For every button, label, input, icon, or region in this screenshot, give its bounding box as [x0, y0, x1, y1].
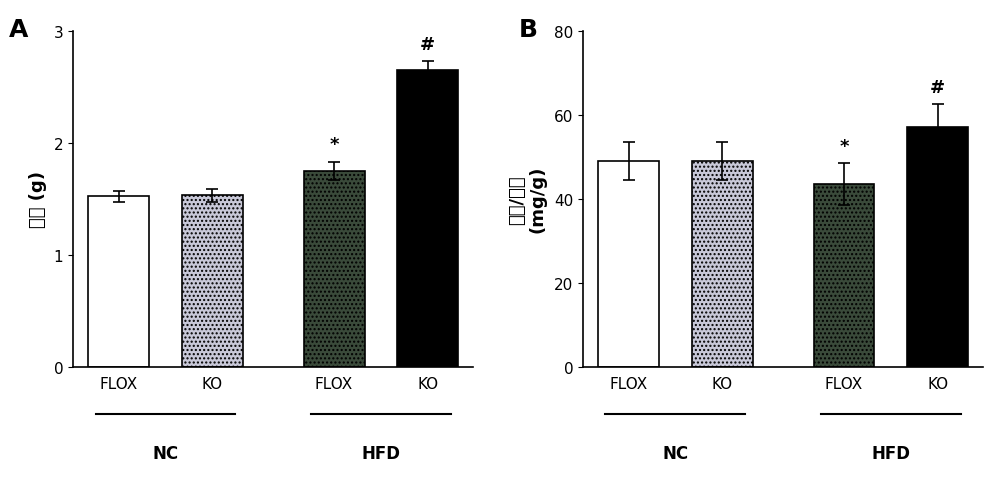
- Text: NC: NC: [152, 444, 179, 462]
- Text: A: A: [9, 18, 28, 42]
- Bar: [397, 71, 458, 367]
- Y-axis label: 肝脏/体重
(mg/g): 肝脏/体重 (mg/g): [508, 166, 547, 233]
- Bar: [814, 184, 874, 367]
- Bar: [88, 197, 149, 367]
- Bar: [907, 128, 968, 367]
- Bar: [304, 171, 365, 367]
- Text: HFD: HFD: [871, 444, 910, 462]
- Text: #: #: [930, 79, 945, 97]
- Bar: [692, 162, 753, 367]
- Y-axis label: 肝重 (g): 肝重 (g): [29, 171, 47, 228]
- Text: B: B: [519, 18, 538, 42]
- Bar: [598, 162, 659, 367]
- Text: *: *: [329, 136, 339, 154]
- Text: #: #: [420, 36, 435, 54]
- Bar: [182, 196, 243, 367]
- Text: NC: NC: [662, 444, 689, 462]
- Text: HFD: HFD: [361, 444, 400, 462]
- Text: *: *: [839, 137, 849, 155]
